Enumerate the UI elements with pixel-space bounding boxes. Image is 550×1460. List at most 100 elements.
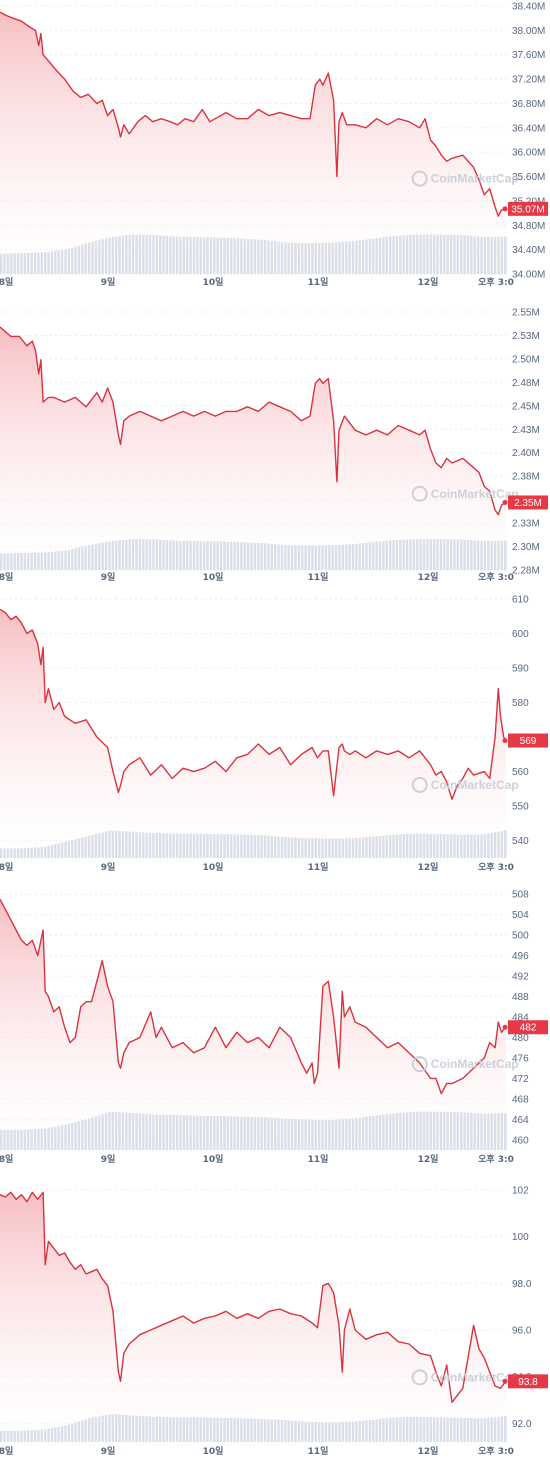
y-tick-label: 460	[512, 1135, 529, 1146]
coinmarketcap-logo-icon	[411, 485, 428, 502]
y-tick-label: 500	[512, 931, 529, 942]
x-tick-label: 오후 3:0	[478, 1153, 514, 1165]
price-chart-2[interactable]: 2.55M 2.53M 2.50M 2.48M 2.45M 2.43M 2.40M 2.38M…	[0, 304, 550, 584]
x-tick-label: 10일	[203, 571, 224, 583]
price-chart-5-svg[interactable]: 10210098.096.094.092.0CoinMarketCap93.88…	[0, 1168, 550, 1460]
y-tick-label: 2.55M	[512, 308, 540, 319]
y-tick-label: 504	[512, 910, 529, 921]
x-tick-label: 11일	[308, 1153, 329, 1165]
y-tick-label: 464	[512, 1115, 529, 1126]
y-tick-label: 37.60M	[512, 50, 545, 61]
x-tick-label: 9일	[101, 571, 116, 583]
current-price-tag: 35.07M	[502, 201, 548, 216]
x-tick-label: 12일	[418, 276, 439, 288]
coinmarketcap-watermark: CoinMarketCap	[411, 1369, 519, 1386]
price-chart-3-svg[interactable]: 610600590580570560550540CoinMarketCap569…	[0, 584, 550, 876]
current-price-label: 482	[520, 1023, 537, 1034]
price-chart-2-svg[interactable]: 2.55M 2.53M 2.50M 2.48M 2.45M 2.43M 2.40M 2.38M…	[0, 304, 550, 584]
current-price-tag-bg	[508, 1374, 548, 1389]
y-tick-label: 34.80M	[512, 221, 545, 232]
price-chart-1[interactable]: 38.40M 38.00M 37.60M 37.20M 36.80M 36.40M 36.0…	[0, 0, 550, 292]
x-tick-label: 9일	[101, 1153, 116, 1165]
x-axis-ticks: 8일 9일 10일 11일 12일 오후 3:0	[0, 276, 514, 288]
y-axis-ticks: 508 504 500 496 492 488 484 480 476 472 468 464 460	[512, 890, 529, 1147]
y-tick-label: 2.40M	[512, 448, 540, 459]
current-price-label: 569	[520, 736, 537, 747]
y-tick-label: 100	[512, 1232, 529, 1243]
x-tick-label: 오후 3:0	[478, 861, 514, 873]
x-tick-label: 11일	[308, 1445, 329, 1457]
y-tick-label: 480	[512, 1033, 529, 1044]
current-price-tag-bg	[508, 201, 548, 216]
x-tick-label: 12일	[418, 1445, 439, 1457]
watermark-text: CoinMarketCap	[431, 172, 519, 186]
price-chart-5[interactable]: 10210098.096.094.092.0CoinMarketCap93.88…	[0, 1168, 550, 1460]
price-line[interactable]	[0, 898, 507, 1095]
current-price-tag-bg	[508, 495, 548, 510]
watermark-text: CoinMarketCap	[431, 1370, 519, 1384]
price-chart-4-svg[interactable]: 508 504 500 496 492 488 484 480 476 472 468 464 460 C…	[0, 876, 550, 1168]
x-tick-label: 11일	[308, 276, 329, 288]
y-tick-label: 36.40M	[512, 123, 545, 134]
x-tick-label: 12일	[418, 1153, 439, 1165]
y-tick-label: 484	[512, 1013, 529, 1024]
coinmarketcap-logo-icon	[411, 1056, 428, 1073]
price-line[interactable]	[0, 1191, 507, 1403]
price-area-fill	[0, 609, 506, 858]
x-tick-label: 8일	[0, 1153, 13, 1165]
x-tick-label: 12일	[418, 861, 439, 873]
price-area-fill	[0, 327, 506, 570]
y-tick-label: 2.48M	[512, 378, 540, 389]
x-tick-label: 9일	[101, 1445, 116, 1457]
y-tick-label: 92.0	[512, 1419, 532, 1430]
price-line[interactable]	[0, 326, 507, 516]
price-chart-4[interactable]: 508 504 500 496 492 488 484 480 476 472 468 464 460 C…	[0, 876, 550, 1168]
y-axis-ticks: 610600590580570560550540	[512, 594, 529, 847]
y-tick-label: 610	[512, 594, 529, 605]
current-price-tag: 569	[502, 733, 548, 748]
y-tick-label: 550	[512, 802, 529, 813]
y-tick-label: 560	[512, 767, 529, 778]
x-tick-label: 8일	[0, 1445, 13, 1457]
price-chart-1-svg[interactable]: 38.40M 38.00M 37.60M 37.20M 36.80M 36.40M 36.0…	[0, 0, 550, 292]
y-tick-label: 590	[512, 664, 529, 675]
x-tick-label: 12일	[418, 571, 439, 583]
current-price-tag-bg	[508, 1020, 548, 1035]
price-area-fill	[0, 899, 506, 1150]
y-tick-label: 36.00M	[512, 148, 545, 159]
watermark-text: CoinMarketCap	[431, 1057, 519, 1071]
x-tick-label: 9일	[101, 861, 116, 873]
price-line[interactable]	[0, 11, 506, 217]
x-axis-ticks: 8일 9일 10일 11일 12일 오후 3:0	[0, 861, 514, 873]
current-price-tag-bg	[508, 733, 548, 748]
watermark-text: CoinMarketCap	[431, 487, 519, 501]
current-price-tag: 2.35M	[502, 495, 548, 510]
y-tick-label: 580	[512, 698, 529, 709]
y-tick-label: 2.28M	[512, 566, 540, 577]
y-tick-label: 496	[512, 951, 529, 962]
y-tick-label: 2.43M	[512, 425, 540, 436]
price-line[interactable]	[0, 608, 507, 800]
x-axis-ticks: 8일 9일 10일 11일 12일 오후 3:0	[0, 1445, 514, 1457]
y-tick-label: 2.38M	[512, 472, 540, 483]
y-tick-label: 540	[512, 836, 529, 847]
x-tick-label: 8일	[0, 276, 13, 288]
x-axis-ticks: 8일 9일 10일 11일 12일 오후 3:0	[0, 571, 514, 583]
watermark-text: CoinMarketCap	[431, 778, 519, 792]
y-tick-label: 36.80M	[512, 99, 545, 110]
coinmarketcap-logo-icon	[411, 1369, 428, 1386]
x-tick-label: 10일	[203, 861, 224, 873]
x-tick-label: 오후 3:0	[478, 1445, 514, 1457]
x-tick-label: 오후 3:0	[478, 276, 514, 288]
coinmarketcap-watermark: CoinMarketCap	[411, 776, 519, 793]
y-tick-label: 2.45M	[512, 401, 540, 412]
price-chart-3[interactable]: 610600590580570560550540CoinMarketCap569…	[0, 584, 550, 876]
y-tick-label: 2.33M	[512, 519, 540, 530]
y-tick-label: 96.0	[512, 1326, 532, 1337]
price-area-fill	[0, 12, 506, 274]
x-tick-label: 11일	[308, 861, 329, 873]
x-axis-ticks: 8일 9일 10일 11일 12일 오후 3:0	[0, 1153, 514, 1165]
current-price-label: 2.35M	[514, 498, 542, 509]
y-axis-ticks: 2.55M 2.53M 2.50M 2.48M 2.45M 2.43M 2.40M 2.38M…	[512, 308, 540, 577]
